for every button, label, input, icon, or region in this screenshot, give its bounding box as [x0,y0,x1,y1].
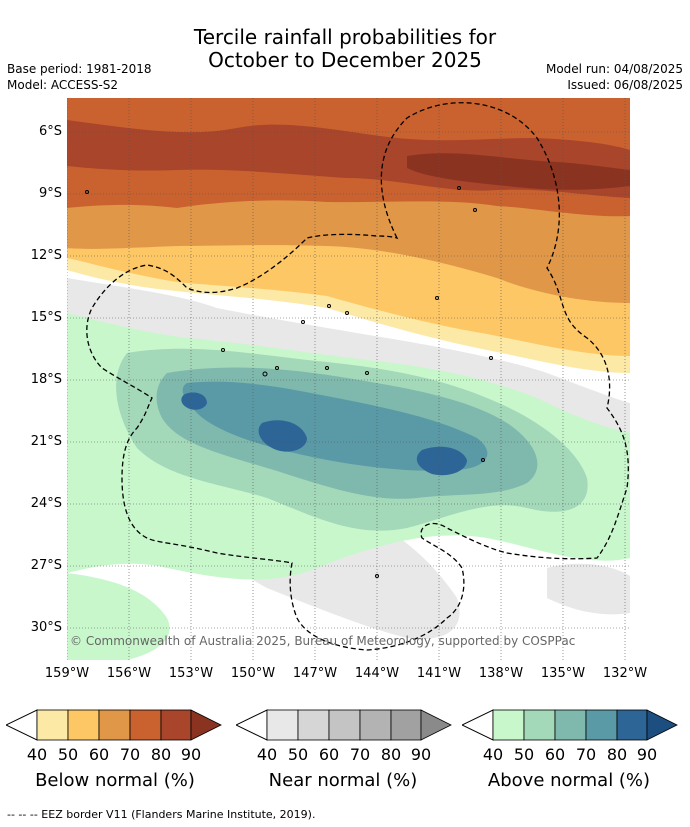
near-tick-40: 40 [256,745,278,764]
lat-label-30s: 30°S [30,620,62,635]
above-normal-70-band [182,381,488,471]
above-tick-80: 80 [606,745,628,764]
below-tick-60: 60 [88,745,110,764]
near-tick-70: 70 [349,745,371,764]
near-tick-90: 90 [410,745,432,764]
near-tick-50: 50 [287,745,309,764]
above-tick-60: 60 [544,745,566,764]
lon-label-153w: 153°W [168,666,214,681]
below-tick-40: 40 [26,745,48,764]
graticule [67,98,630,660]
near-normal-colorbar [236,709,452,741]
above-normal-80-patch-c [181,392,207,410]
lon-label-147w: 147°W [292,666,338,681]
above-normal-legend-title: Above normal (%) [487,770,651,791]
below-tick-80: 80 [150,745,172,764]
lon-label-156w: 156°W [106,666,152,681]
lat-label-21s: 21°S [30,434,62,449]
above-normal-colorbar [462,709,678,741]
title-line-2: October to December 2025 [208,48,482,72]
below-tick-70: 70 [119,745,141,764]
lon-label-132w: 132°W [602,666,648,681]
lon-label-144w: 144°W [354,666,400,681]
lat-label-27s: 27°S [30,558,62,573]
above-tick-40: 40 [482,745,504,764]
base-period: Base period: 1981-2018 [7,62,152,76]
lat-label-9s: 9°S [38,186,62,201]
rainfall-probability-map [67,98,630,660]
model-run: Model run: 04/08/2025 [545,62,683,76]
near-normal-patch-east [547,563,630,615]
below-tick-50: 50 [57,745,79,764]
above-tick-90: 90 [636,745,658,764]
above-tick-50: 50 [513,745,535,764]
issued-date: Issued: 06/08/2025 [567,78,683,92]
title-line-1: Tercile rainfall probabilities for [193,25,497,49]
lon-label-141w: 141°W [416,666,462,681]
islands [85,186,493,578]
lat-label-24s: 24°S [30,496,62,511]
lat-label-15s: 15°S [30,310,62,325]
lat-label-18s: 18°S [30,372,62,387]
lon-label-135w: 135°W [540,666,586,681]
lon-label-150w: 150°W [230,666,276,681]
lat-label-6s: 6°S [38,124,62,139]
lat-label-12s: 12°S [30,248,62,263]
eez-border [86,102,629,651]
lon-label-159w: 159°W [44,666,90,681]
near-normal-legend-title: Near normal (%) [268,770,418,791]
above-tick-70: 70 [575,745,597,764]
below-normal-legend-title: Below normal (%) [35,770,195,791]
lon-label-138w: 138°W [478,666,524,681]
copyright-notice: © Commonwealth of Australia 2025, Bureau… [70,634,576,648]
above-normal-80-patch-a [258,420,307,452]
below-normal-90-band [407,153,630,190]
near-tick-60: 60 [318,745,340,764]
below-normal-colorbar [6,709,222,741]
eez-border-footnote: -- -- -- EEZ border V11 (Flanders Marine… [7,808,316,821]
near-tick-80: 80 [380,745,402,764]
model-name: Model: ACCESS-S2 [7,78,119,92]
above-normal-80-patch-b [416,446,467,476]
above-normal-40-band-sw [67,573,170,660]
map-field [67,98,630,660]
below-tick-90: 90 [180,745,202,764]
